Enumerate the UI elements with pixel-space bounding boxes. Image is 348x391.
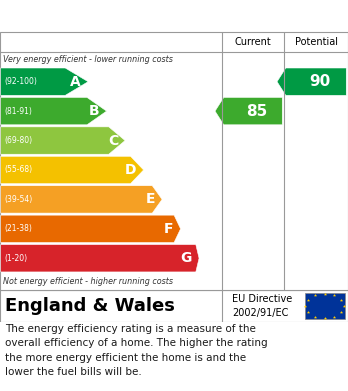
Text: Not energy efficient - higher running costs: Not energy efficient - higher running co… [3, 278, 174, 287]
Text: (69-80): (69-80) [4, 136, 32, 145]
Text: C: C [108, 134, 118, 147]
Text: Energy Efficiency Rating: Energy Efficiency Rating [5, 7, 234, 25]
Text: EU Directive
2002/91/EC: EU Directive 2002/91/EC [232, 294, 293, 317]
Polygon shape [1, 127, 125, 154]
Polygon shape [1, 97, 106, 125]
Text: (55-68): (55-68) [4, 165, 32, 174]
Polygon shape [1, 156, 144, 184]
Text: Very energy efficient - lower running costs: Very energy efficient - lower running co… [3, 56, 173, 65]
Text: (21-38): (21-38) [4, 224, 32, 233]
Text: G: G [181, 251, 192, 265]
Polygon shape [1, 245, 199, 272]
Text: A: A [70, 75, 81, 89]
Polygon shape [215, 97, 282, 125]
Text: The energy efficiency rating is a measure of the
overall efficiency of a home. T: The energy efficiency rating is a measur… [5, 324, 268, 377]
Polygon shape [277, 68, 346, 95]
Polygon shape [1, 186, 162, 213]
Polygon shape [1, 68, 88, 95]
Text: (1-20): (1-20) [4, 254, 27, 263]
Text: (92-100): (92-100) [4, 77, 37, 86]
Text: B: B [89, 104, 100, 118]
Text: D: D [125, 163, 137, 177]
Text: (39-54): (39-54) [4, 195, 32, 204]
Text: Current: Current [235, 37, 271, 47]
Text: 85: 85 [246, 104, 267, 118]
Bar [304, 293, 345, 319]
Text: Potential: Potential [294, 37, 338, 47]
Text: F: F [164, 222, 174, 236]
Text: 90: 90 [309, 74, 330, 89]
Text: E: E [145, 192, 155, 206]
Text: England & Wales: England & Wales [5, 297, 175, 315]
Polygon shape [1, 215, 181, 242]
Text: (81-91): (81-91) [4, 107, 32, 116]
